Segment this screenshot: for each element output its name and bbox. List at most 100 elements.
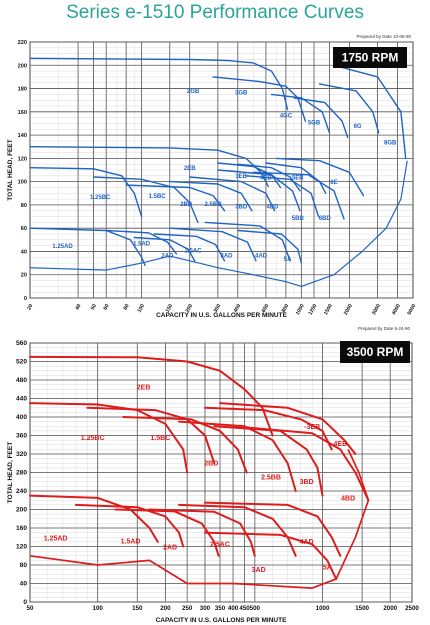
x-tick-label: 2500 [405, 605, 419, 612]
curve-4bd [217, 169, 301, 212]
curve-1-25bc [29, 167, 143, 218]
x-tick-label: 450 [239, 605, 250, 612]
curve-2ad [114, 508, 220, 557]
curve-label-3gb: 3GB [235, 90, 248, 96]
curve-label-6bd: 6BD [319, 216, 332, 222]
curve-label-1-5bc: 1.5BC [149, 194, 167, 200]
curve-4eb [237, 163, 301, 192]
curve-4ad [204, 501, 342, 557]
x-axis-label: CAPACITY IN U.S. GALLONS PER MINUTE [156, 312, 288, 319]
x-tick-label: 40 [74, 303, 82, 311]
curve-1-5ad [105, 229, 178, 255]
y-tick-label: 360 [16, 433, 27, 440]
y-tick-label: 480 [16, 377, 27, 384]
x-tick-label: 3000 [371, 303, 382, 316]
curve-2-5bb [178, 420, 297, 492]
x-tick-label: 150 [132, 605, 143, 612]
rpm-badge-label: 1750 RPM [342, 51, 399, 65]
x-tick-label: 600 [261, 303, 271, 314]
y-tick-label: 0 [23, 599, 27, 606]
curve-label-8gb: 8GB [384, 140, 397, 146]
curve-2gb [29, 57, 289, 111]
x-tick-label: 500 [250, 605, 261, 612]
x-tick-label: 400 [233, 303, 243, 314]
curve-3bd [189, 176, 276, 212]
curve-3eb [217, 162, 282, 189]
curve-3ad [169, 227, 257, 262]
curve-label-1-5ad: 1.5AD [121, 539, 141, 546]
y-tick-label: 80 [21, 203, 27, 209]
curve-label-4bd: 4BD [341, 495, 355, 502]
curve-5eb [265, 162, 327, 194]
x-tick-label: 200 [185, 303, 195, 314]
y-tick-label: 0 [24, 296, 27, 302]
curve-6e [275, 157, 365, 197]
chart-header-note: Prepared by Date 9-24-90 [358, 326, 411, 331]
x-tick-label: 80 [123, 303, 131, 311]
x-tick-label: 800 [281, 303, 291, 314]
curve-label-3bd: 3BD [235, 204, 248, 210]
curve-label-2eb: 2EB [184, 166, 196, 172]
curve-label-5a: 5A [323, 565, 332, 572]
x-tick-label: 60 [103, 303, 111, 311]
x-tick-label: 1000 [316, 605, 330, 612]
x-tick-label: 400 [228, 605, 239, 612]
curve-label-2bd: 2BD [180, 202, 193, 208]
y-tick-label: 160 [18, 110, 27, 116]
curve-label-4ad: 4AD [255, 253, 268, 259]
x-axis-label: CAPACITY IN U.S. GALLONS PER MINUTE [156, 617, 288, 624]
curve-label-1-25ad: 1.25AD [44, 535, 68, 542]
curve-label-2gb: 2GB [187, 89, 200, 95]
x-tick-label: 50 [90, 303, 98, 311]
x-tick-label: 250 [182, 605, 193, 612]
curve-5gb [293, 97, 349, 139]
rpm-badge-label: 3500 RPM [347, 345, 404, 359]
y-tick-label: 40 [21, 249, 27, 255]
curve-label-5a: 5A [284, 257, 292, 263]
y-tick-label: 240 [16, 488, 27, 495]
x-tick-label: 1000 [295, 303, 306, 316]
x-tick-label: 300 [213, 303, 223, 314]
curve-1-25ad [29, 227, 146, 267]
curve-label-1-25bc: 1.25BC [90, 195, 111, 201]
x-tick-label: 20 [26, 303, 34, 311]
x-tick-label: 2000 [343, 303, 354, 316]
x-tick-label: 200 [160, 605, 171, 612]
x-tick-label: 5000 [406, 303, 417, 316]
curve-3ad [178, 503, 297, 557]
curve-label-1-5ad: 1.5AD [133, 242, 151, 248]
curve-8gb [333, 64, 407, 160]
curve-label-2-5ac: 2.5AC [210, 542, 230, 549]
curve-5bd [245, 175, 320, 218]
curve-4bd [232, 425, 370, 502]
curve-1-5ad [74, 503, 185, 548]
y-tick-label: 280 [16, 470, 27, 477]
curve-label-1-5bc: 1.5BC [150, 435, 170, 442]
curve-label-4gc: 4GC [280, 114, 293, 120]
x-tick-label: 100 [93, 605, 104, 612]
y-tick-label: 220 [18, 40, 27, 46]
curve-label-4bd: 4BD [267, 204, 280, 210]
y-tick-label: 440 [16, 396, 27, 403]
x-tick-label: 300 [200, 605, 211, 612]
curve-4eb [219, 402, 357, 455]
curve-5a [204, 531, 338, 580]
curve-label-4eb: 4EB [334, 441, 348, 448]
x-tick-label: 4000 [391, 303, 402, 316]
curve-label-1-25bc: 1.25BC [81, 435, 105, 442]
y-tick-label: 120 [18, 156, 27, 162]
curve-2-5ac [153, 233, 226, 262]
curve-label-2-5bb: 2.5BB [261, 474, 281, 481]
curve-label-2eb: 2EB [137, 384, 151, 391]
curve-2eb [29, 355, 274, 437]
curve-label-5gb: 5GB [308, 121, 321, 127]
curve-6g [318, 83, 380, 134]
curve-label-4eb: 4EB [260, 175, 272, 181]
x-tick-label: 2000 [383, 605, 397, 612]
chart-3500-rpm: 0 40 80 120 160 200 240 280 320 360 400 440 480 520 56… [7, 326, 419, 624]
curve-2-5bb [169, 180, 253, 212]
y-tick-label: 320 [16, 451, 27, 458]
curve-4gc [270, 93, 331, 134]
y-tick-label: 80 [20, 562, 28, 569]
